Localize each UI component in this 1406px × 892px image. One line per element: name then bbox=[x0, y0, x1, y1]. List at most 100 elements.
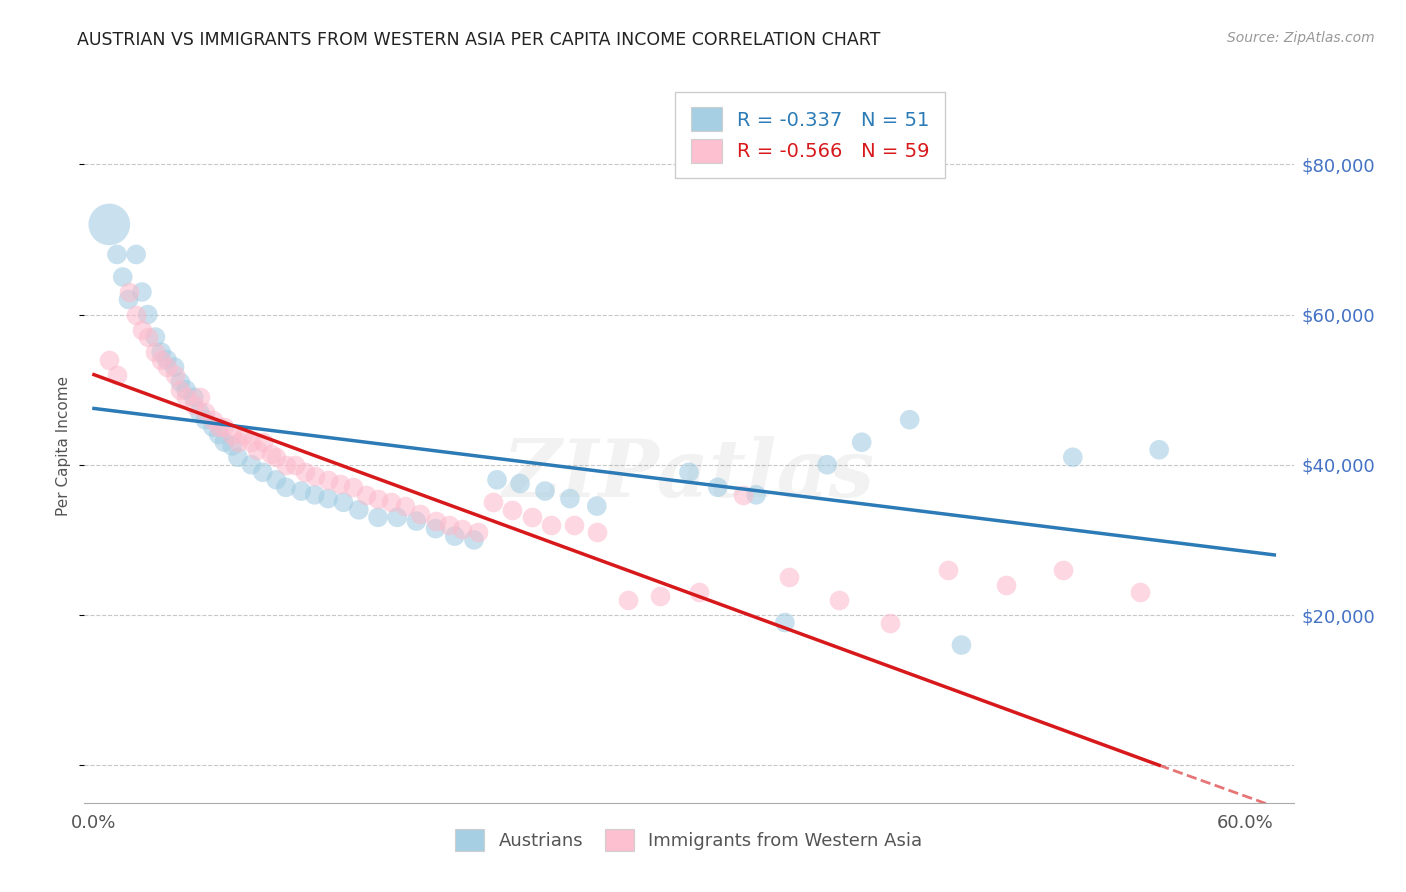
Point bbox=[356, 488, 378, 502]
Point bbox=[163, 360, 186, 375]
Point bbox=[688, 585, 710, 599]
Point bbox=[678, 465, 700, 479]
Point bbox=[252, 435, 274, 450]
Text: ZIPatlas: ZIPatlas bbox=[503, 436, 875, 513]
Point bbox=[316, 473, 339, 487]
Point bbox=[221, 439, 243, 453]
Point bbox=[585, 499, 607, 513]
Point bbox=[294, 465, 316, 479]
Point bbox=[994, 578, 1017, 592]
Point bbox=[105, 368, 128, 382]
Point bbox=[304, 469, 326, 483]
Point bbox=[226, 435, 249, 450]
Point bbox=[342, 480, 364, 494]
Point bbox=[387, 510, 409, 524]
Point bbox=[1052, 563, 1074, 577]
Point bbox=[226, 450, 249, 465]
Point bbox=[221, 427, 243, 442]
Point bbox=[183, 398, 205, 412]
Point bbox=[501, 503, 523, 517]
Point bbox=[827, 593, 849, 607]
Point bbox=[156, 360, 179, 375]
Point bbox=[437, 517, 460, 532]
Point bbox=[145, 330, 167, 344]
Point bbox=[240, 458, 263, 472]
Point bbox=[304, 488, 326, 502]
Point bbox=[208, 427, 231, 442]
Point bbox=[380, 495, 402, 509]
Point bbox=[851, 435, 873, 450]
Point bbox=[562, 517, 585, 532]
Point bbox=[394, 499, 416, 513]
Point bbox=[534, 484, 557, 499]
Point bbox=[950, 638, 973, 652]
Point bbox=[1062, 450, 1084, 465]
Point bbox=[136, 330, 159, 344]
Point bbox=[131, 285, 153, 299]
Point bbox=[409, 507, 432, 521]
Point bbox=[290, 484, 312, 499]
Point bbox=[201, 413, 224, 427]
Point bbox=[125, 247, 148, 261]
Point bbox=[585, 525, 607, 540]
Point bbox=[188, 405, 211, 419]
Point bbox=[111, 270, 134, 285]
Point bbox=[451, 522, 474, 536]
Point bbox=[208, 420, 231, 434]
Point bbox=[367, 491, 389, 506]
Point bbox=[558, 491, 581, 506]
Point bbox=[117, 293, 139, 307]
Point bbox=[169, 383, 191, 397]
Point bbox=[252, 465, 274, 479]
Point bbox=[706, 480, 728, 494]
Point bbox=[425, 514, 447, 528]
Point bbox=[232, 427, 254, 442]
Point bbox=[405, 514, 427, 528]
Point bbox=[194, 405, 217, 419]
Point bbox=[520, 510, 543, 524]
Point bbox=[332, 495, 354, 509]
Point bbox=[898, 413, 921, 427]
Point bbox=[540, 517, 562, 532]
Point bbox=[731, 488, 754, 502]
Point bbox=[240, 435, 263, 450]
Point bbox=[145, 345, 167, 359]
Point bbox=[425, 522, 447, 536]
Point bbox=[815, 458, 838, 472]
Point bbox=[105, 247, 128, 261]
Text: AUSTRIAN VS IMMIGRANTS FROM WESTERN ASIA PER CAPITA INCOME CORRELATION CHART: AUSTRIAN VS IMMIGRANTS FROM WESTERN ASIA… bbox=[77, 31, 880, 49]
Point bbox=[509, 476, 531, 491]
Point bbox=[329, 476, 352, 491]
Point bbox=[773, 615, 796, 630]
Point bbox=[266, 473, 288, 487]
Point bbox=[367, 510, 389, 524]
Point bbox=[616, 593, 638, 607]
Point bbox=[117, 285, 139, 299]
Point bbox=[201, 420, 224, 434]
Point bbox=[98, 218, 121, 232]
Point bbox=[131, 322, 153, 336]
Point bbox=[778, 570, 800, 584]
Text: Source: ZipAtlas.com: Source: ZipAtlas.com bbox=[1227, 31, 1375, 45]
Point bbox=[98, 352, 121, 367]
Point bbox=[316, 491, 339, 506]
Point bbox=[150, 352, 173, 367]
Y-axis label: Per Capita Income: Per Capita Income bbox=[56, 376, 72, 516]
Point bbox=[284, 458, 307, 472]
Point bbox=[274, 480, 297, 494]
Point bbox=[485, 473, 508, 487]
Point bbox=[936, 563, 959, 577]
Point bbox=[163, 368, 186, 382]
Point bbox=[1147, 442, 1170, 457]
Point bbox=[174, 390, 197, 404]
Point bbox=[156, 352, 179, 367]
Point bbox=[1129, 585, 1152, 599]
Point bbox=[188, 390, 211, 404]
Point bbox=[174, 383, 197, 397]
Point bbox=[650, 589, 672, 603]
Point bbox=[246, 442, 269, 457]
Point bbox=[443, 529, 465, 543]
Legend: Austrians, Immigrants from Western Asia: Austrians, Immigrants from Western Asia bbox=[441, 814, 936, 865]
Point bbox=[259, 446, 281, 460]
Point bbox=[214, 435, 236, 450]
